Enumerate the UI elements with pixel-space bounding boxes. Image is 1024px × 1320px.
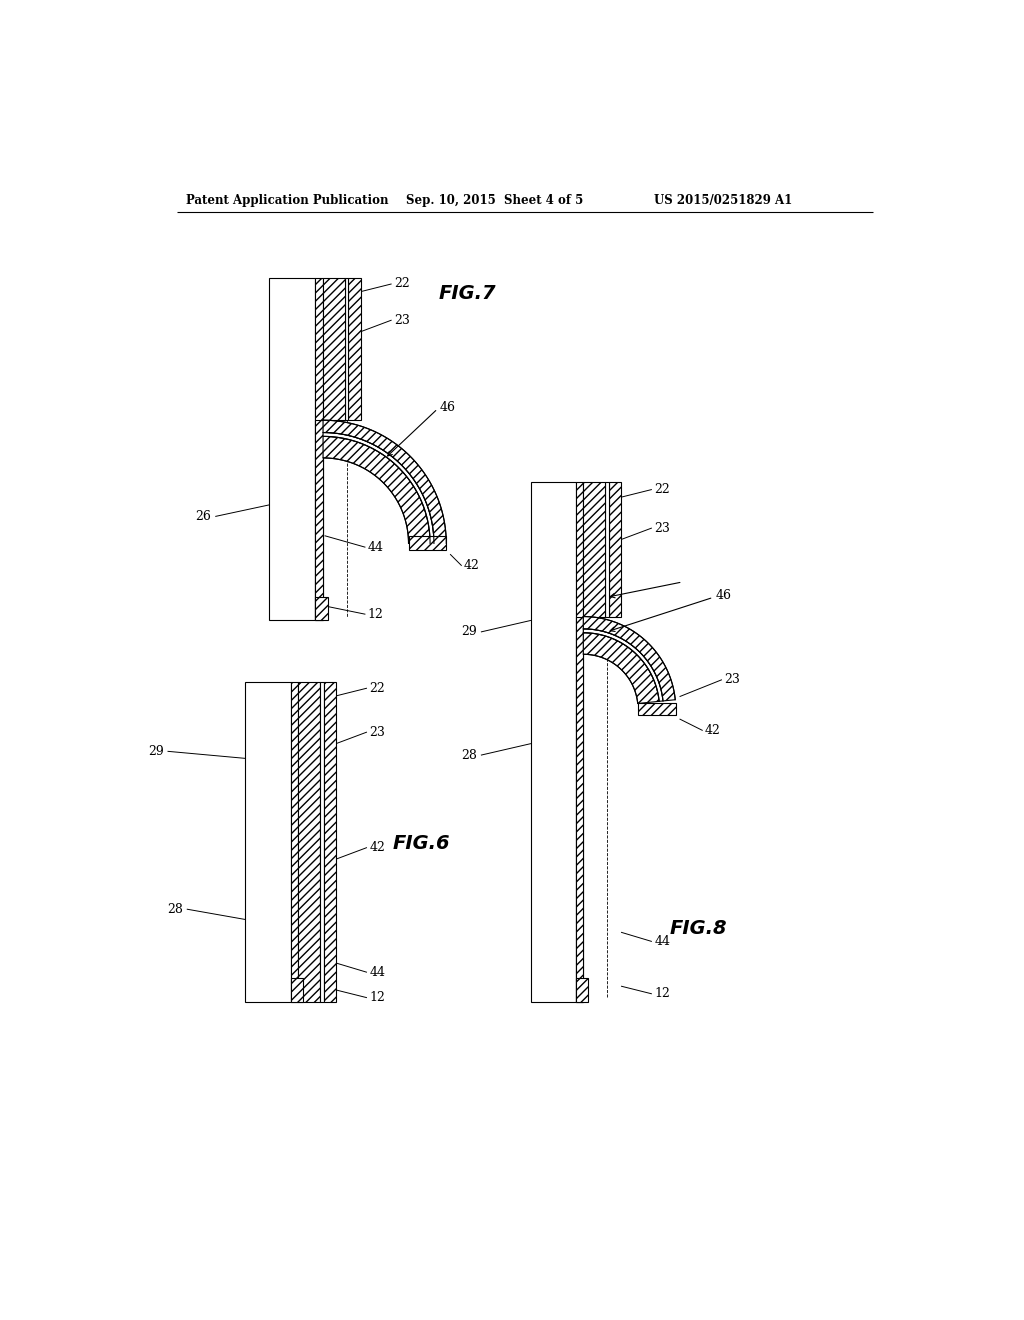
Bar <box>323 277 345 420</box>
Bar <box>245 682 291 1002</box>
Text: 12: 12 <box>370 991 385 1005</box>
Polygon shape <box>584 632 659 704</box>
Text: 29: 29 <box>461 626 477 639</box>
Bar <box>584 482 605 616</box>
Text: FIG.7: FIG.7 <box>438 284 497 302</box>
Text: 12: 12 <box>368 607 384 620</box>
Bar <box>605 482 608 616</box>
Polygon shape <box>323 433 434 544</box>
Bar <box>348 277 360 420</box>
Text: 46: 46 <box>440 400 456 413</box>
Text: 23: 23 <box>654 521 670 535</box>
Text: 44: 44 <box>370 966 385 979</box>
Text: 42: 42 <box>705 723 721 737</box>
Text: Sep. 10, 2015  Sheet 4 of 5: Sep. 10, 2015 Sheet 4 of 5 <box>407 194 584 207</box>
Text: 22: 22 <box>394 277 410 290</box>
Text: 44: 44 <box>654 935 670 948</box>
Bar <box>298 682 319 1002</box>
Bar <box>575 616 584 1002</box>
Bar <box>575 482 584 1002</box>
Text: US 2015/0251829 A1: US 2015/0251829 A1 <box>654 194 793 207</box>
Text: 23: 23 <box>370 726 385 739</box>
Bar <box>269 277 315 620</box>
Text: FIG.6: FIG.6 <box>392 834 450 853</box>
Text: 23: 23 <box>724 673 740 686</box>
Bar <box>531 482 575 1002</box>
Bar <box>319 682 324 1002</box>
Bar <box>291 978 303 1002</box>
Text: 26: 26 <box>196 510 211 523</box>
Bar <box>409 536 446 550</box>
Bar <box>324 682 336 1002</box>
Text: 23: 23 <box>394 314 410 326</box>
Text: 44: 44 <box>368 541 384 554</box>
Text: 29: 29 <box>147 744 164 758</box>
Bar <box>315 597 328 620</box>
Text: 12: 12 <box>654 987 670 1001</box>
Bar <box>315 420 323 620</box>
Text: 28: 28 <box>167 903 183 916</box>
Text: 22: 22 <box>654 483 670 496</box>
Bar <box>291 682 298 1002</box>
Text: 42: 42 <box>370 841 385 854</box>
Polygon shape <box>323 437 430 544</box>
Text: Patent Application Publication: Patent Application Publication <box>186 194 388 207</box>
Text: FIG.8: FIG.8 <box>670 919 727 939</box>
Polygon shape <box>584 628 663 701</box>
Bar <box>608 482 621 616</box>
Polygon shape <box>323 420 446 544</box>
Text: 22: 22 <box>370 681 385 694</box>
Polygon shape <box>584 616 675 701</box>
Bar <box>345 277 348 420</box>
Text: 46: 46 <box>716 589 732 602</box>
Bar <box>638 702 676 715</box>
Text: 28: 28 <box>461 748 477 762</box>
Bar <box>575 978 588 1002</box>
Bar <box>315 277 323 620</box>
Text: 42: 42 <box>464 560 480 573</box>
